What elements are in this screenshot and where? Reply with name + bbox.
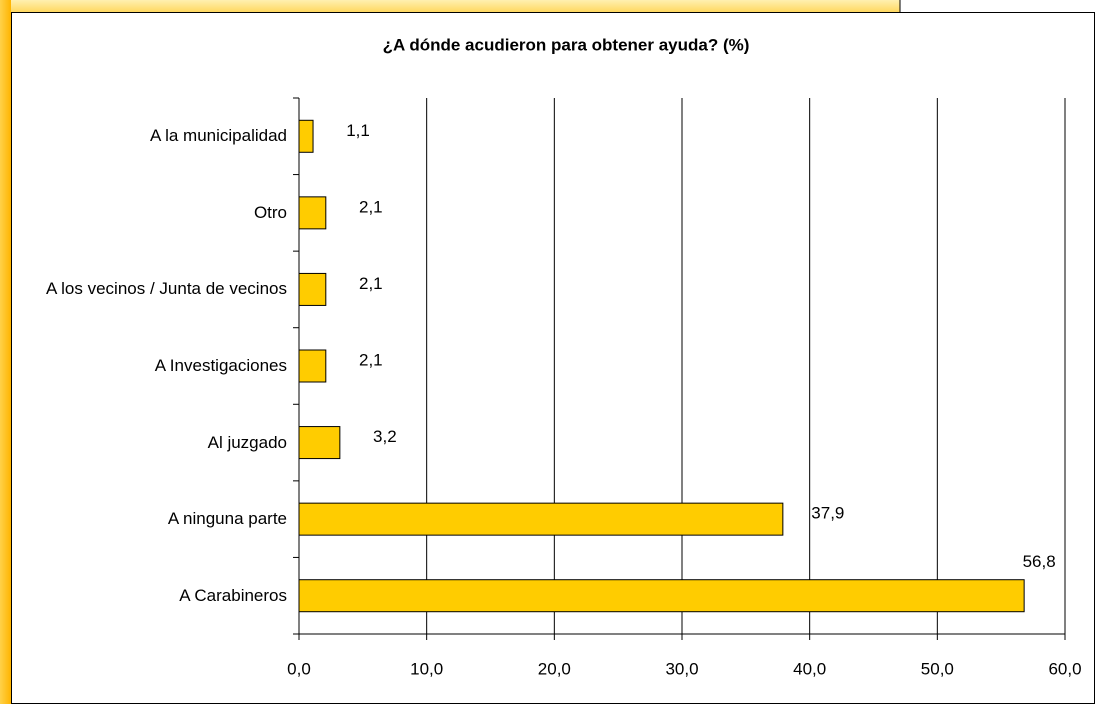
- y-tick-label: A ninguna parte: [167, 509, 287, 529]
- value-label: 2,1: [359, 197, 383, 216]
- y-tick-label: A Investigaciones: [154, 355, 287, 375]
- value-label: 1,1: [346, 121, 370, 140]
- bar: [298, 426, 341, 460]
- y-tick-label: A los vecinos / Junta de vecinos: [46, 279, 287, 299]
- chart-title: ¿A dónde acudieron para obtener ayuda? (…: [383, 35, 750, 54]
- x-tick-label: 0,0: [287, 659, 311, 678]
- y-tick-label-box: A los vecinos / Junta de vecinos: [46, 251, 287, 328]
- x-tick-label: 20,0: [538, 659, 571, 678]
- top-strip: [0, 0, 900, 12]
- x-tick-label: 40,0: [793, 659, 826, 678]
- y-tick-label-box: A ninguna parte: [168, 481, 287, 558]
- bar: [298, 349, 327, 383]
- left-strip: [0, 0, 11, 704]
- y-tick-label-box: A Investigaciones: [155, 328, 287, 405]
- value-label: 56,8: [1023, 552, 1056, 571]
- y-tick-label: A la municipalidad: [149, 126, 287, 146]
- y-tick-label: A Carabineros: [179, 585, 287, 605]
- y-tick-label-box: A Carabineros: [179, 557, 287, 634]
- bar: [298, 119, 314, 153]
- x-tick-label: 30,0: [665, 659, 698, 678]
- bar: [298, 579, 1025, 613]
- y-tick-label: Al juzgado: [207, 432, 287, 452]
- x-tick-label: 10,0: [410, 659, 443, 678]
- y-tick-label-box: A la municipalidad: [150, 98, 287, 175]
- value-label: 2,1: [359, 350, 383, 369]
- x-tick-label: 60,0: [1048, 659, 1081, 678]
- bar: [298, 272, 327, 306]
- y-tick-label-box: Al juzgado: [208, 404, 287, 481]
- bar: [298, 502, 784, 536]
- value-label: 37,9: [811, 504, 844, 523]
- y-tick-label: Otro: [253, 202, 287, 222]
- x-tick-label: 50,0: [921, 659, 954, 678]
- value-label: 2,1: [359, 274, 383, 293]
- bar: [298, 196, 327, 230]
- value-label: 3,2: [373, 427, 397, 446]
- y-tick-label-box: Otro: [254, 175, 287, 252]
